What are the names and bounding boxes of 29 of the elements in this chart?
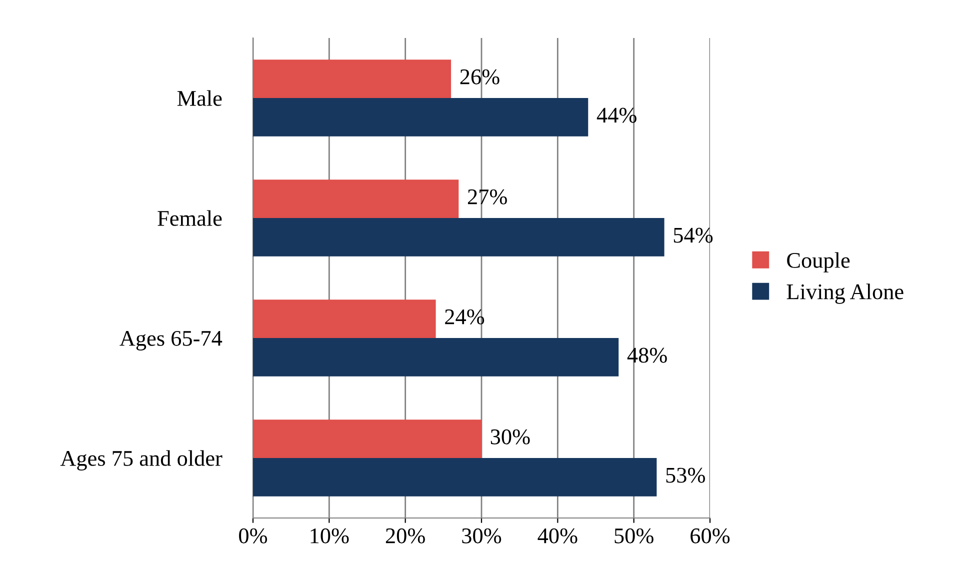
y-tick-label: Male: [177, 90, 222, 106]
x-tick-label: 10%: [310, 528, 349, 544]
bar: [253, 180, 459, 218]
bar: [253, 300, 436, 338]
x-tick-label: 0%: [239, 528, 268, 544]
data-label: 26%: [460, 69, 500, 84]
data-label: 48%: [627, 348, 667, 363]
legend-label: Couple: [787, 252, 850, 272]
y-tick-label: Ages 65-74: [120, 330, 222, 350]
x-tick-label: 30%: [462, 528, 502, 544]
data-label: 24%: [445, 309, 484, 324]
bar: [253, 60, 452, 98]
x-tick-label: 50%: [614, 528, 654, 544]
y-tick-label: Ages 75 and older: [60, 450, 222, 471]
x-tick-label: 40%: [538, 528, 578, 544]
data-label: 44%: [596, 108, 636, 123]
bar: [253, 420, 482, 458]
x-tick-label: 60%: [690, 528, 730, 544]
bar: [253, 218, 664, 256]
bar: [253, 98, 588, 136]
x-tick-label: 20%: [386, 528, 425, 544]
bar: [253, 338, 619, 376]
data-label: 27%: [468, 189, 507, 204]
y-tick-label: Female: [158, 210, 222, 226]
bar: [253, 458, 657, 496]
legend-label: Living Alone: [786, 284, 904, 304]
data-label: 30%: [490, 429, 530, 444]
data-label: 54%: [674, 228, 713, 243]
data-label: 53%: [666, 468, 705, 483]
